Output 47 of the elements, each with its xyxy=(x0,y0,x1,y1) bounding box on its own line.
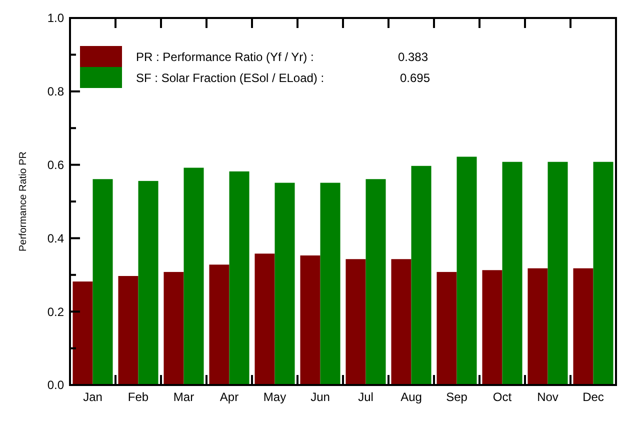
y-tick-label: 0.2 xyxy=(47,304,64,319)
legend-label: SF : Solar Fraction (ESol / ELoad) : xyxy=(136,71,324,86)
y-tick-label: 0.8 xyxy=(47,84,64,99)
y-tick-label: 0.6 xyxy=(47,158,64,172)
bar xyxy=(118,276,138,385)
x-tick-label: Oct xyxy=(492,390,512,404)
bar xyxy=(346,259,366,385)
x-tick-label: May xyxy=(263,390,286,404)
bar xyxy=(229,171,250,385)
legend-label: PR : Performance Ratio (Yf / Yr) : xyxy=(136,50,314,64)
y-tick-label: 0.0 xyxy=(47,378,64,392)
bar xyxy=(548,162,568,385)
x-tick-label: Jul xyxy=(358,390,374,404)
bar xyxy=(391,259,412,385)
bar xyxy=(184,168,204,385)
bar xyxy=(164,272,184,385)
x-tick-label: Apr xyxy=(220,390,239,404)
bar xyxy=(411,166,432,385)
bar xyxy=(274,182,295,385)
bar xyxy=(300,255,320,385)
x-tick-label: Nov xyxy=(537,390,558,404)
y-tick-label: 0.4 xyxy=(47,231,64,246)
x-tick-label: Sep xyxy=(446,390,468,404)
bar xyxy=(528,268,548,385)
bar xyxy=(254,254,275,385)
bar xyxy=(436,272,457,385)
bar xyxy=(482,270,502,385)
bar xyxy=(138,180,158,385)
bar xyxy=(92,179,113,385)
bar xyxy=(366,179,386,385)
x-tick-label: Jun xyxy=(310,390,330,404)
bar xyxy=(593,162,614,385)
x-tick-label: Feb xyxy=(128,390,149,404)
annotation: 0.695 xyxy=(400,71,430,86)
bar xyxy=(573,268,594,385)
annotation: 0.383 xyxy=(398,50,428,64)
bar xyxy=(320,182,340,385)
x-tick-label: Jan xyxy=(83,390,102,404)
bar xyxy=(209,264,230,385)
x-tick-label: Dec xyxy=(582,390,604,404)
bar xyxy=(502,162,522,385)
bar xyxy=(72,282,93,385)
x-tick-label: Mar xyxy=(173,390,194,404)
y-tick-label: 1.0 xyxy=(47,11,64,26)
y-axis-title: Performance Ratio PR xyxy=(18,151,29,252)
bar xyxy=(456,156,477,385)
x-tick-label: Aug xyxy=(400,390,422,404)
